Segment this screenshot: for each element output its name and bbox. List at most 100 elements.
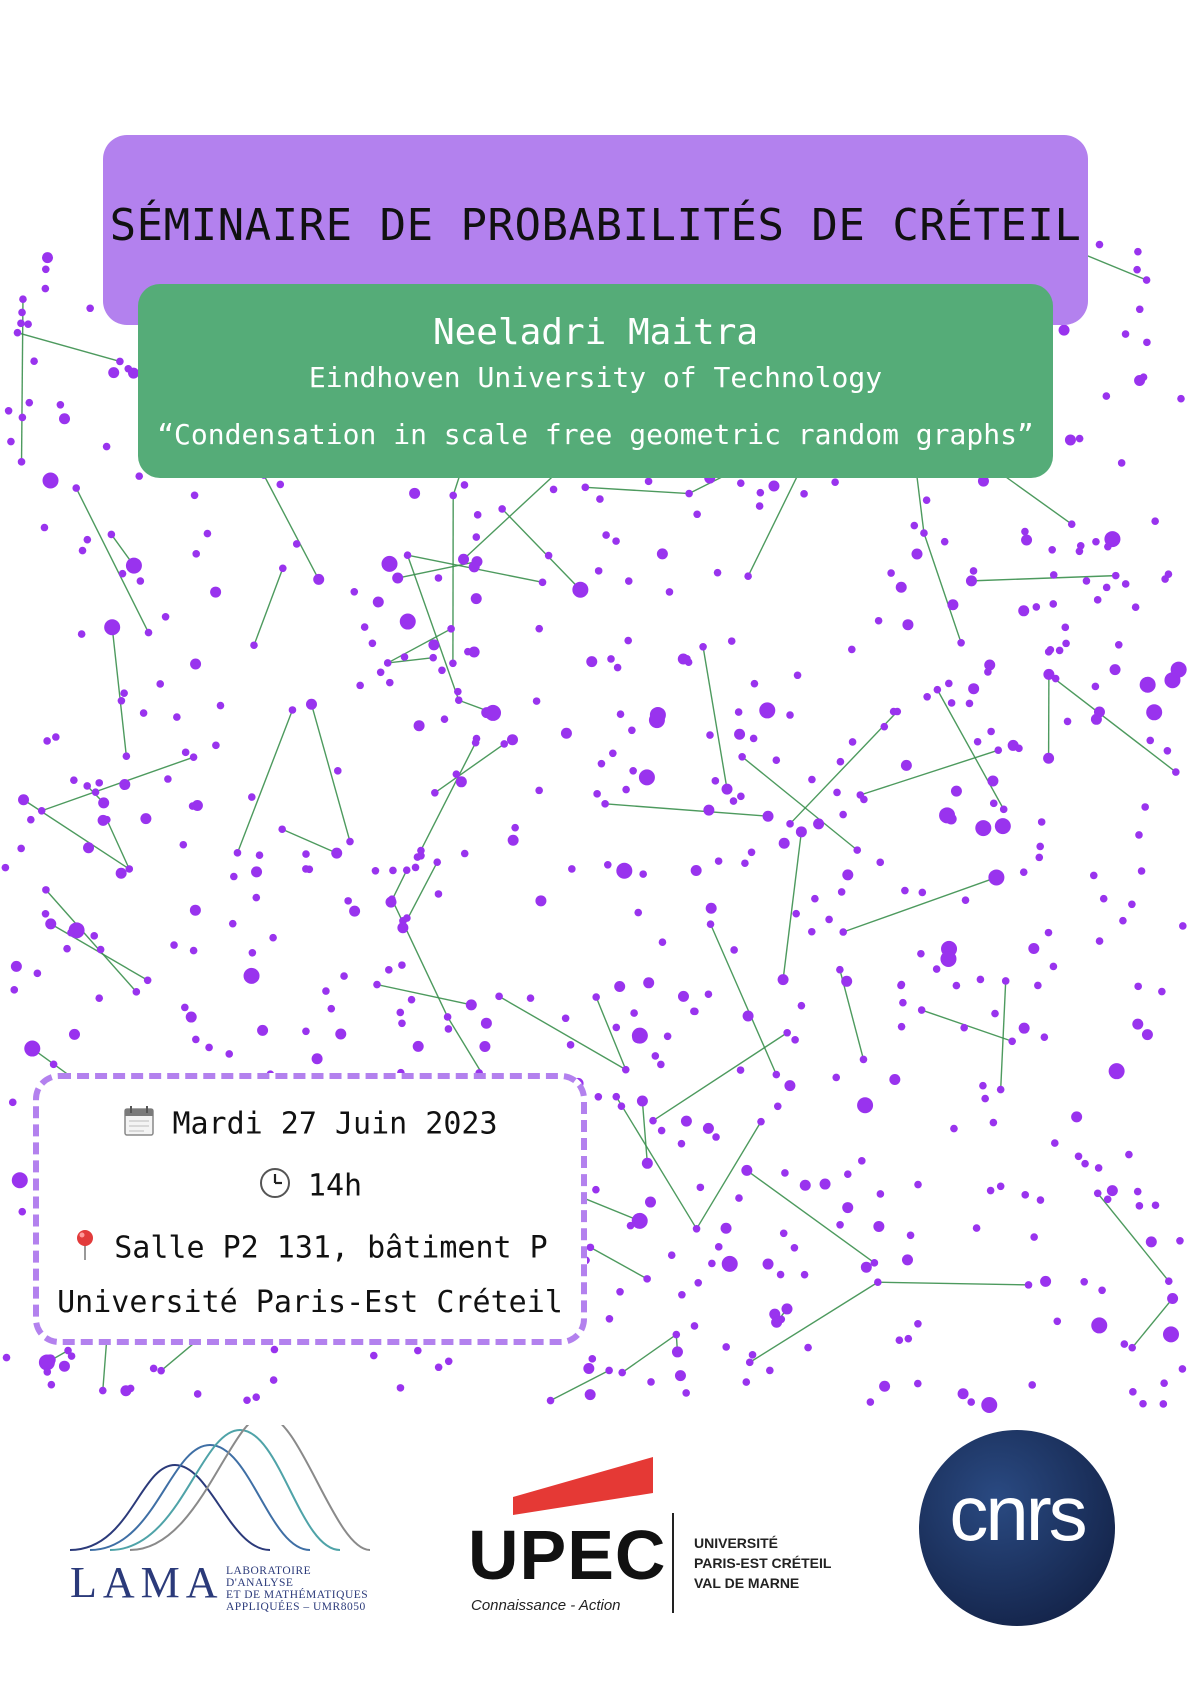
graph-node bbox=[333, 767, 342, 775]
graph-node bbox=[43, 737, 51, 745]
graph-node bbox=[83, 535, 92, 544]
graph-node bbox=[594, 1092, 603, 1101]
graph-node bbox=[1049, 571, 1058, 579]
graph-node bbox=[800, 1270, 809, 1279]
graph-node bbox=[922, 496, 931, 504]
graph-node bbox=[960, 1023, 968, 1032]
upec-logo: UPEC Connaissance - Action UNIVERSITÉ PA… bbox=[468, 1455, 848, 1615]
graph-node bbox=[690, 1322, 699, 1330]
graph-node bbox=[216, 701, 225, 710]
graph-node bbox=[690, 1007, 698, 1016]
graph-node bbox=[1074, 1152, 1083, 1161]
graph-node bbox=[414, 1346, 422, 1355]
lama-subtitle-line: APPLIQUÉES – UMR8050 bbox=[226, 1601, 366, 1613]
graph-node bbox=[52, 733, 60, 741]
event-time: 14h bbox=[307, 1168, 363, 1204]
graph-node bbox=[616, 1288, 624, 1296]
graph-node bbox=[1032, 603, 1041, 611]
graph-node bbox=[24, 320, 32, 329]
graph-node bbox=[807, 927, 816, 936]
graph-node bbox=[1142, 276, 1151, 284]
graph-node bbox=[988, 869, 1005, 886]
graph-node bbox=[628, 726, 636, 735]
graph-node bbox=[617, 1102, 626, 1110]
graph-node bbox=[41, 265, 50, 274]
graph-node bbox=[302, 850, 310, 858]
graph-node bbox=[690, 865, 702, 877]
graph-node bbox=[288, 706, 297, 714]
graph-node bbox=[757, 1117, 765, 1126]
graph-node bbox=[454, 687, 462, 696]
graph-node bbox=[762, 1258, 774, 1270]
graph-node bbox=[1024, 1281, 1033, 1289]
graph-node bbox=[1071, 1111, 1083, 1123]
graph-node bbox=[601, 800, 609, 808]
graph-node bbox=[335, 1028, 347, 1040]
graph-edge bbox=[387, 656, 434, 664]
graph-node bbox=[693, 510, 701, 519]
graph-node bbox=[250, 641, 258, 650]
graph-node bbox=[742, 1378, 751, 1386]
graph-node bbox=[41, 910, 50, 918]
graph-node bbox=[568, 865, 576, 873]
graph-node bbox=[192, 550, 201, 558]
graph-node bbox=[125, 865, 134, 873]
seminar-title: SÉMINAIRE DE PROBABILITÉS DE CRÉTEIL bbox=[109, 200, 1082, 251]
upec-wordmark: UPEC bbox=[468, 1516, 667, 1594]
graph-node bbox=[248, 948, 257, 957]
graph-node bbox=[429, 653, 437, 662]
event-time-line: 14h bbox=[39, 1166, 581, 1208]
graph-node bbox=[797, 1001, 806, 1010]
graph-node bbox=[1135, 831, 1143, 839]
graph-node bbox=[612, 1023, 621, 1032]
graph-node bbox=[460, 481, 469, 489]
graph-node bbox=[8, 1098, 17, 1107]
graph-node bbox=[189, 946, 198, 955]
graph-node bbox=[225, 1050, 234, 1058]
graph-node bbox=[1036, 1196, 1045, 1204]
graph-node bbox=[680, 1115, 692, 1127]
graph-node bbox=[417, 851, 425, 860]
graph-node bbox=[1043, 668, 1055, 680]
graph-node bbox=[734, 728, 746, 740]
graph-edge bbox=[746, 1169, 875, 1264]
graph-node bbox=[460, 849, 469, 858]
graph-node bbox=[649, 706, 666, 723]
graph-node bbox=[532, 697, 541, 705]
graph-node bbox=[544, 551, 553, 560]
graph-node bbox=[649, 1116, 657, 1125]
event-room: Salle P2 131, bâtiment P bbox=[114, 1230, 548, 1266]
graph-node bbox=[1044, 928, 1053, 937]
graph-node bbox=[120, 689, 128, 697]
graph-node bbox=[768, 480, 780, 492]
graph-node bbox=[212, 741, 220, 750]
graph-node bbox=[711, 777, 720, 785]
graph-node bbox=[945, 679, 953, 688]
graph-node bbox=[396, 1384, 405, 1392]
graph-node bbox=[876, 1190, 885, 1198]
graph-node bbox=[388, 895, 396, 904]
graph-node bbox=[276, 480, 285, 489]
graph-node bbox=[866, 1398, 875, 1406]
graph-node bbox=[641, 1157, 653, 1169]
graph-node bbox=[583, 1362, 595, 1374]
graph-node bbox=[592, 1185, 600, 1194]
graph-node bbox=[714, 857, 723, 865]
graph-node bbox=[607, 655, 615, 663]
graph-node bbox=[546, 1396, 555, 1405]
graph-node bbox=[164, 775, 172, 783]
graph-node bbox=[480, 1017, 492, 1029]
graph-node bbox=[42, 252, 54, 264]
graph-node bbox=[744, 572, 752, 581]
graph-node bbox=[376, 668, 385, 677]
graph-node bbox=[86, 304, 94, 313]
graph-node bbox=[1008, 1037, 1016, 1046]
graph-node bbox=[1040, 1275, 1052, 1287]
graph-node bbox=[643, 977, 655, 989]
graph-node bbox=[108, 367, 120, 379]
graph-node bbox=[30, 357, 38, 366]
graph-node bbox=[842, 1202, 854, 1214]
graph-node bbox=[454, 696, 463, 705]
graph-node bbox=[759, 702, 776, 719]
graph-node bbox=[468, 561, 480, 573]
